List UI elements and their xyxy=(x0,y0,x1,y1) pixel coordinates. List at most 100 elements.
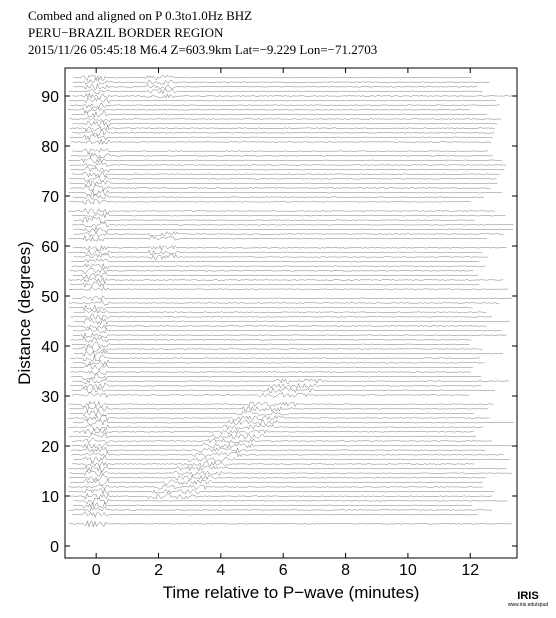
x-tick-label: 12 xyxy=(461,562,479,579)
trace xyxy=(68,188,503,197)
y-tick-label: 10 xyxy=(41,489,59,506)
trace xyxy=(72,120,498,127)
trace xyxy=(69,470,513,477)
trace xyxy=(73,253,488,260)
trace xyxy=(68,156,503,164)
trace xyxy=(72,92,514,99)
trace xyxy=(69,267,474,275)
trace xyxy=(69,479,483,486)
y-tick-label: 60 xyxy=(41,239,59,256)
trace xyxy=(68,299,500,306)
trace xyxy=(68,88,483,95)
trace xyxy=(68,234,487,242)
trace xyxy=(70,410,474,417)
trace xyxy=(68,488,495,495)
trace xyxy=(69,161,507,169)
trace xyxy=(69,474,487,482)
trace xyxy=(73,226,514,233)
trace xyxy=(71,258,480,264)
y-tick-label: 40 xyxy=(41,339,59,356)
x-tick-label: 8 xyxy=(341,562,350,579)
trace xyxy=(71,386,495,394)
trace xyxy=(70,138,492,146)
trace xyxy=(68,276,504,284)
trace xyxy=(73,428,474,435)
trace xyxy=(68,506,492,513)
trace xyxy=(69,433,476,440)
trace xyxy=(72,345,483,353)
x-tick-label: 0 xyxy=(92,562,101,579)
trace xyxy=(71,170,500,178)
trace xyxy=(72,244,507,252)
trace xyxy=(71,437,493,444)
trace xyxy=(71,263,486,270)
y-tick-label: 90 xyxy=(41,89,59,106)
trace xyxy=(73,216,475,224)
trace xyxy=(68,199,472,205)
trace xyxy=(73,317,511,326)
trace xyxy=(69,180,498,188)
trace xyxy=(68,117,502,123)
trace xyxy=(72,501,473,509)
trace xyxy=(73,456,511,463)
trace xyxy=(72,221,514,228)
trace xyxy=(72,129,495,136)
trace xyxy=(72,194,485,201)
trace xyxy=(69,134,493,141)
seismic-traces xyxy=(67,74,514,528)
trace xyxy=(68,286,509,292)
trace xyxy=(73,74,472,81)
trace xyxy=(72,147,489,154)
trace xyxy=(71,212,506,219)
trace xyxy=(70,446,486,454)
y-axis-label: Distance (degrees) xyxy=(15,241,34,385)
trace xyxy=(71,451,504,458)
trace xyxy=(73,308,487,315)
trace xyxy=(70,184,491,192)
title-line: Combed and aligned on P 0.3to1.0Hz BHZ xyxy=(28,8,252,23)
trace xyxy=(73,83,478,90)
trace xyxy=(67,414,490,422)
logo-url: www.iris.edu/spud xyxy=(508,602,549,608)
trace xyxy=(68,248,483,256)
logo: IRIS xyxy=(517,590,538,602)
trace xyxy=(70,354,480,362)
trace xyxy=(73,497,508,504)
trace xyxy=(70,492,493,500)
trace xyxy=(69,124,495,132)
trace xyxy=(72,511,478,519)
trace xyxy=(68,207,495,215)
trace xyxy=(73,350,503,358)
trace xyxy=(68,400,494,408)
x-tick-label: 2 xyxy=(154,562,163,579)
trace xyxy=(69,519,512,528)
trace xyxy=(70,102,500,109)
title-line: PERU−BRAZIL BORDER REGION xyxy=(28,25,224,40)
trace xyxy=(70,364,473,371)
x-tick-label: 10 xyxy=(399,562,417,579)
trace xyxy=(72,272,479,279)
trace xyxy=(69,97,496,104)
trace xyxy=(72,377,510,385)
trace xyxy=(71,442,513,449)
trace xyxy=(70,313,492,320)
trace xyxy=(70,152,493,160)
trace xyxy=(68,175,497,182)
trace xyxy=(69,405,488,413)
trace xyxy=(70,166,505,173)
y-tick-label: 0 xyxy=(50,539,59,556)
trace xyxy=(71,341,470,348)
y-tick-label: 30 xyxy=(41,389,59,406)
trace xyxy=(67,324,487,330)
trace xyxy=(72,460,475,468)
trace xyxy=(73,230,505,238)
x-tick-label: 4 xyxy=(216,562,225,579)
y-tick-label: 70 xyxy=(41,189,59,206)
x-tick-label: 6 xyxy=(279,562,288,579)
title-line: 2015/11/26 05:45:18 M6.4 Z=603.9km Lat=−… xyxy=(28,42,377,57)
trace xyxy=(72,295,513,302)
trace xyxy=(70,382,482,390)
y-tick-label: 50 xyxy=(41,289,59,306)
x-axis-label: Time relative to P−wave (minutes) xyxy=(163,583,420,602)
